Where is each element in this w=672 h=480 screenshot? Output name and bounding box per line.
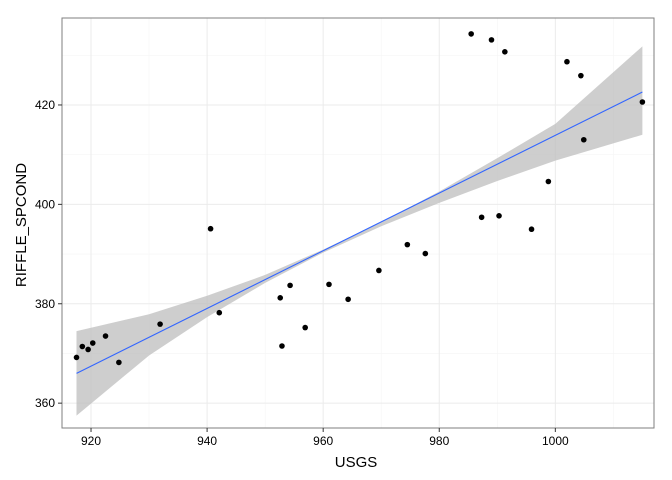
data-point: [326, 281, 332, 288]
x-axis-title: USGS: [335, 454, 378, 471]
data-point: [496, 212, 502, 219]
regression-line: [76, 91, 643, 374]
y-axis-title: RIFFLE_SPCOND: [13, 163, 30, 287]
data-point: [502, 48, 508, 55]
data-point: [578, 72, 584, 79]
data-point: [345, 296, 351, 303]
y-tick-label: 420: [35, 98, 55, 112]
data-point: [422, 250, 429, 257]
data-point: [277, 294, 284, 301]
data-point: [207, 225, 214, 232]
data-point: [478, 214, 485, 221]
x-tick-label: 960: [313, 434, 333, 448]
data-point: [279, 343, 285, 349]
data-point: [468, 31, 474, 37]
data-point: [488, 37, 495, 43]
data-point: [73, 354, 80, 361]
y-tick-label: 360: [35, 396, 55, 410]
plot-panel: [62, 18, 654, 428]
data-point: [545, 178, 552, 185]
data-point: [85, 346, 91, 353]
data-point: [102, 333, 109, 339]
regression-fit-line: [76, 91, 643, 374]
data-point: [639, 99, 646, 105]
x-tick-label: 980: [429, 434, 449, 448]
panel-border: [61, 17, 655, 429]
data-point: [89, 340, 96, 346]
y-axis-ticks: 360 380 400 420: [35, 98, 62, 410]
data-point: [287, 282, 293, 289]
x-tick-label: 940: [197, 434, 217, 448]
y-tick-label: 380: [35, 297, 55, 311]
data-point: [580, 136, 587, 143]
x-tick-label: 1000: [542, 434, 569, 448]
data-points: [73, 31, 646, 366]
data-point: [79, 343, 86, 350]
data-point: [302, 324, 308, 331]
data-point: [376, 267, 382, 274]
y-tick-label: 400: [35, 197, 55, 211]
data-point: [528, 226, 535, 233]
data-point: [216, 309, 223, 316]
data-point: [157, 321, 163, 327]
data-point: [116, 359, 122, 366]
panel-border-rect: [61, 17, 655, 429]
panel-background: [62, 18, 654, 428]
data-point: [404, 241, 411, 248]
x-tick-label: 920: [81, 434, 101, 448]
x-axis-ticks: 920 940 960 980 1000: [81, 428, 569, 448]
data-point: [564, 58, 570, 65]
